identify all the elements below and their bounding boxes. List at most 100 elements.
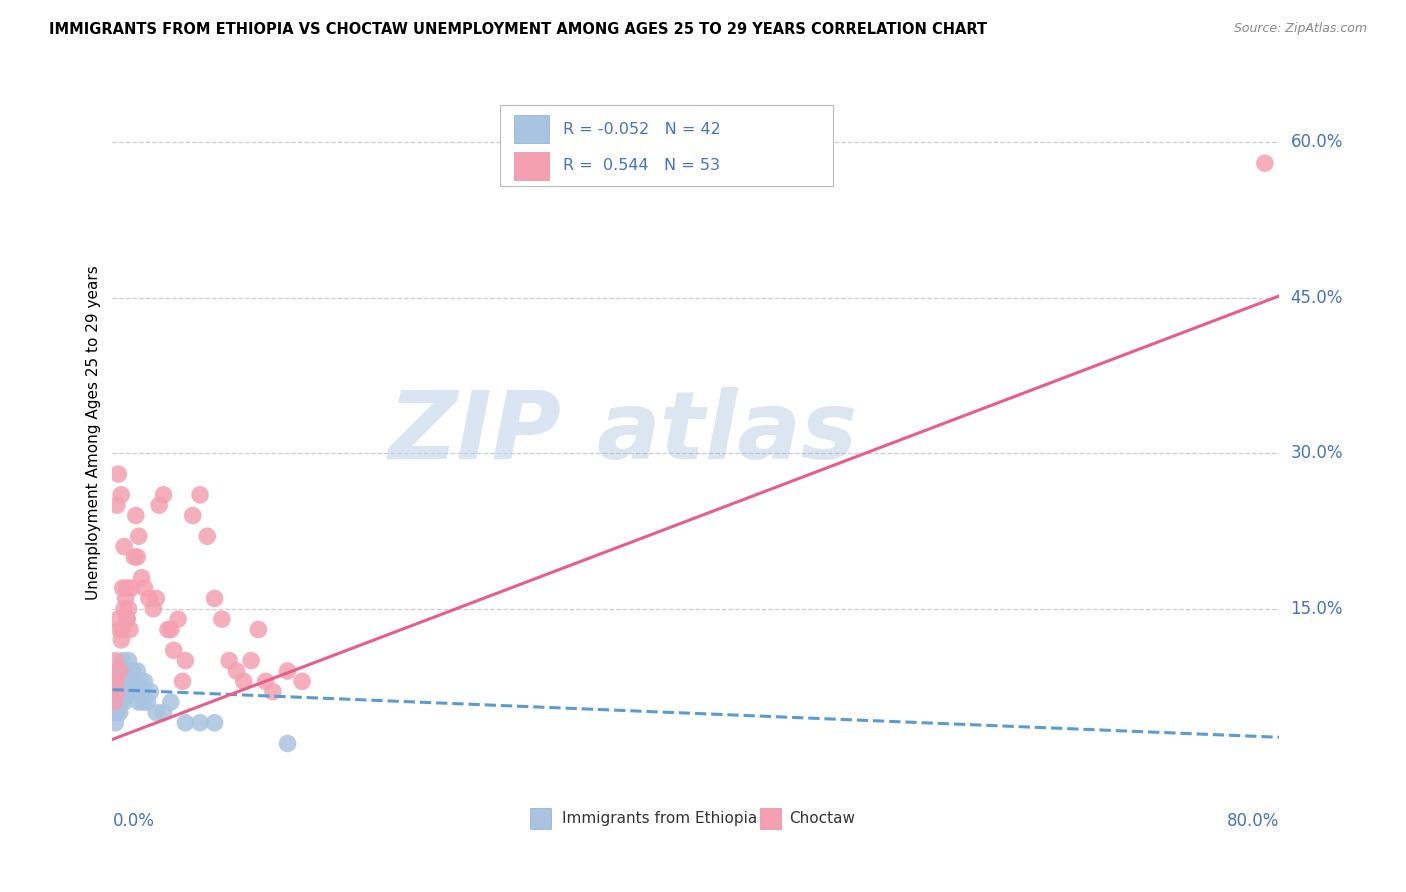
Point [124,674,146,689]
Polygon shape [515,115,548,144]
Point [108,664,131,678]
Point [232,674,254,689]
Point [139,684,162,698]
Text: 0.0%: 0.0% [112,812,155,830]
Point [163,643,186,657]
Point [160,623,183,637]
Point [120,684,142,698]
Point [276,664,298,678]
Text: atlas: atlas [596,386,858,479]
Point [103,684,125,698]
Point [115,581,138,595]
Point [122,664,145,678]
Point [218,654,240,668]
Point [1254,156,1277,170]
Point [136,695,159,709]
Point [105,706,128,720]
Point [110,684,132,698]
Point [118,674,141,689]
Polygon shape [501,105,832,186]
Point [188,488,211,502]
Point [145,591,167,606]
Point [134,674,156,689]
Polygon shape [761,807,782,829]
Text: 15.0%: 15.0% [1291,599,1343,618]
Point [127,664,149,678]
Point [120,581,142,595]
Point [195,529,218,543]
Point [152,488,174,502]
Point [117,654,139,668]
Point [114,591,136,606]
Point [105,674,128,689]
Point [103,695,125,709]
Point [111,623,134,637]
Point [108,623,131,637]
Point [181,508,204,523]
Point [107,612,129,626]
Point [105,684,128,698]
Point [172,674,194,689]
Point [124,549,146,564]
Point [104,715,127,730]
Y-axis label: Unemployment Among Ages 25 to 29 years: Unemployment Among Ages 25 to 29 years [86,265,101,600]
Point [108,664,131,678]
Point [115,612,138,626]
Point [114,684,136,698]
Point [131,684,153,698]
Point [148,498,170,512]
Point [160,695,183,709]
Point [110,488,132,502]
Point [111,654,134,668]
Point [128,695,150,709]
Point [240,654,263,668]
Point [138,591,160,606]
Point [107,695,129,709]
Point [115,612,138,626]
Polygon shape [515,152,548,180]
Point [127,549,149,564]
Point [125,508,148,523]
Point [108,706,131,720]
Polygon shape [530,807,551,829]
Point [112,540,135,554]
Point [129,674,152,689]
Text: R =  0.544   N = 53: R = 0.544 N = 53 [562,158,720,173]
Point [111,581,134,595]
Point [152,706,174,720]
Point [108,684,131,698]
Text: 80.0%: 80.0% [1227,812,1279,830]
Point [145,706,167,720]
Point [103,706,125,720]
Point [104,674,127,689]
Point [188,715,211,730]
Point [118,623,141,637]
Point [104,654,127,668]
Point [112,602,135,616]
Text: Immigrants from Ethiopia: Immigrants from Ethiopia [562,811,756,826]
Text: 60.0%: 60.0% [1291,134,1343,152]
Point [156,623,179,637]
Point [112,664,135,678]
Point [204,715,226,730]
Text: 45.0%: 45.0% [1291,289,1343,307]
Text: ZIP: ZIP [389,386,562,479]
Point [105,498,128,512]
Point [167,612,190,626]
Point [211,612,233,626]
Point [291,674,314,689]
Point [104,674,127,689]
Point [110,695,132,709]
Point [254,674,277,689]
Point [112,695,135,709]
Text: Source: ZipAtlas.com: Source: ZipAtlas.com [1233,22,1367,36]
Point [117,602,139,616]
Point [107,664,129,678]
Text: IMMIGRANTS FROM ETHIOPIA VS CHOCTAW UNEMPLOYMENT AMONG AGES 25 TO 29 YEARS CORRE: IMMIGRANTS FROM ETHIOPIA VS CHOCTAW UNEM… [49,22,987,37]
Point [247,623,270,637]
Point [131,571,153,585]
Point [132,695,155,709]
Point [262,684,284,698]
Point [225,664,247,678]
Text: 30.0%: 30.0% [1291,444,1343,462]
